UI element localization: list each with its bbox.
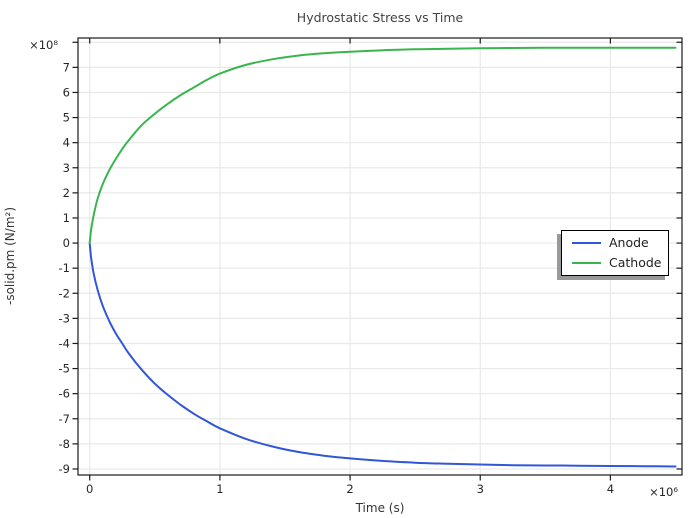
legend-item-cathode: Cathode: [572, 254, 668, 270]
series-line-anode: [88, 242, 677, 468]
legend: Anode Cathode: [561, 230, 669, 276]
y-axis-label: -solid.pm (N/m²): [3, 207, 17, 305]
x-tick-label: 3: [477, 482, 484, 496]
legend-label: Cathode: [609, 254, 662, 270]
x-axis-label: Time (s): [355, 501, 405, 515]
y-tick-label: 1: [63, 211, 70, 225]
x-scale-label: ×10⁶: [649, 485, 678, 499]
series-line-cathode: [88, 46, 677, 245]
y-scale-label: ×10⁸: [29, 38, 58, 52]
y-tick-label: -1: [59, 261, 70, 275]
y-tick-label: 2: [63, 186, 70, 200]
y-tick-label: 5: [63, 111, 70, 125]
x-tick-label: 0: [86, 482, 93, 496]
y-tick-label: 7: [63, 60, 70, 74]
legend-line-swatch: [572, 261, 601, 264]
y-tick-label: -4: [59, 336, 70, 350]
y-tick-label: -8: [59, 437, 70, 451]
y-tick-label: -2: [59, 286, 70, 300]
chart-title: Hydrostatic Stress vs Time: [297, 10, 464, 25]
y-tick-label: 3: [63, 161, 70, 175]
x-tick-label: 2: [346, 482, 353, 496]
x-tick-label: 4: [607, 482, 614, 496]
axis-layer: 0 1 2 3 4 -9 -8 -7 -6 -5 -4 -3 -2 -1 0 1 2 3 4 5 6 7: [59, 37, 683, 496]
plot-border: [77, 37, 683, 476]
y-tick-label: 4: [63, 136, 70, 150]
y-tick-label: 0: [63, 236, 70, 250]
y-tick-label: -3: [59, 311, 70, 325]
legend-line-swatch: [572, 242, 601, 245]
y-tick-label: -9: [59, 462, 70, 476]
y-tick-label: -6: [59, 387, 70, 401]
y-tick-label: -7: [59, 412, 70, 426]
x-tick-label: 1: [216, 482, 223, 496]
y-tick-label: 6: [63, 85, 70, 99]
curve-layer: [88, 46, 677, 468]
y-tick-label: -5: [59, 362, 70, 376]
legend-item-anode: Anode: [572, 235, 668, 250]
legend-label: Anode: [609, 235, 649, 250]
